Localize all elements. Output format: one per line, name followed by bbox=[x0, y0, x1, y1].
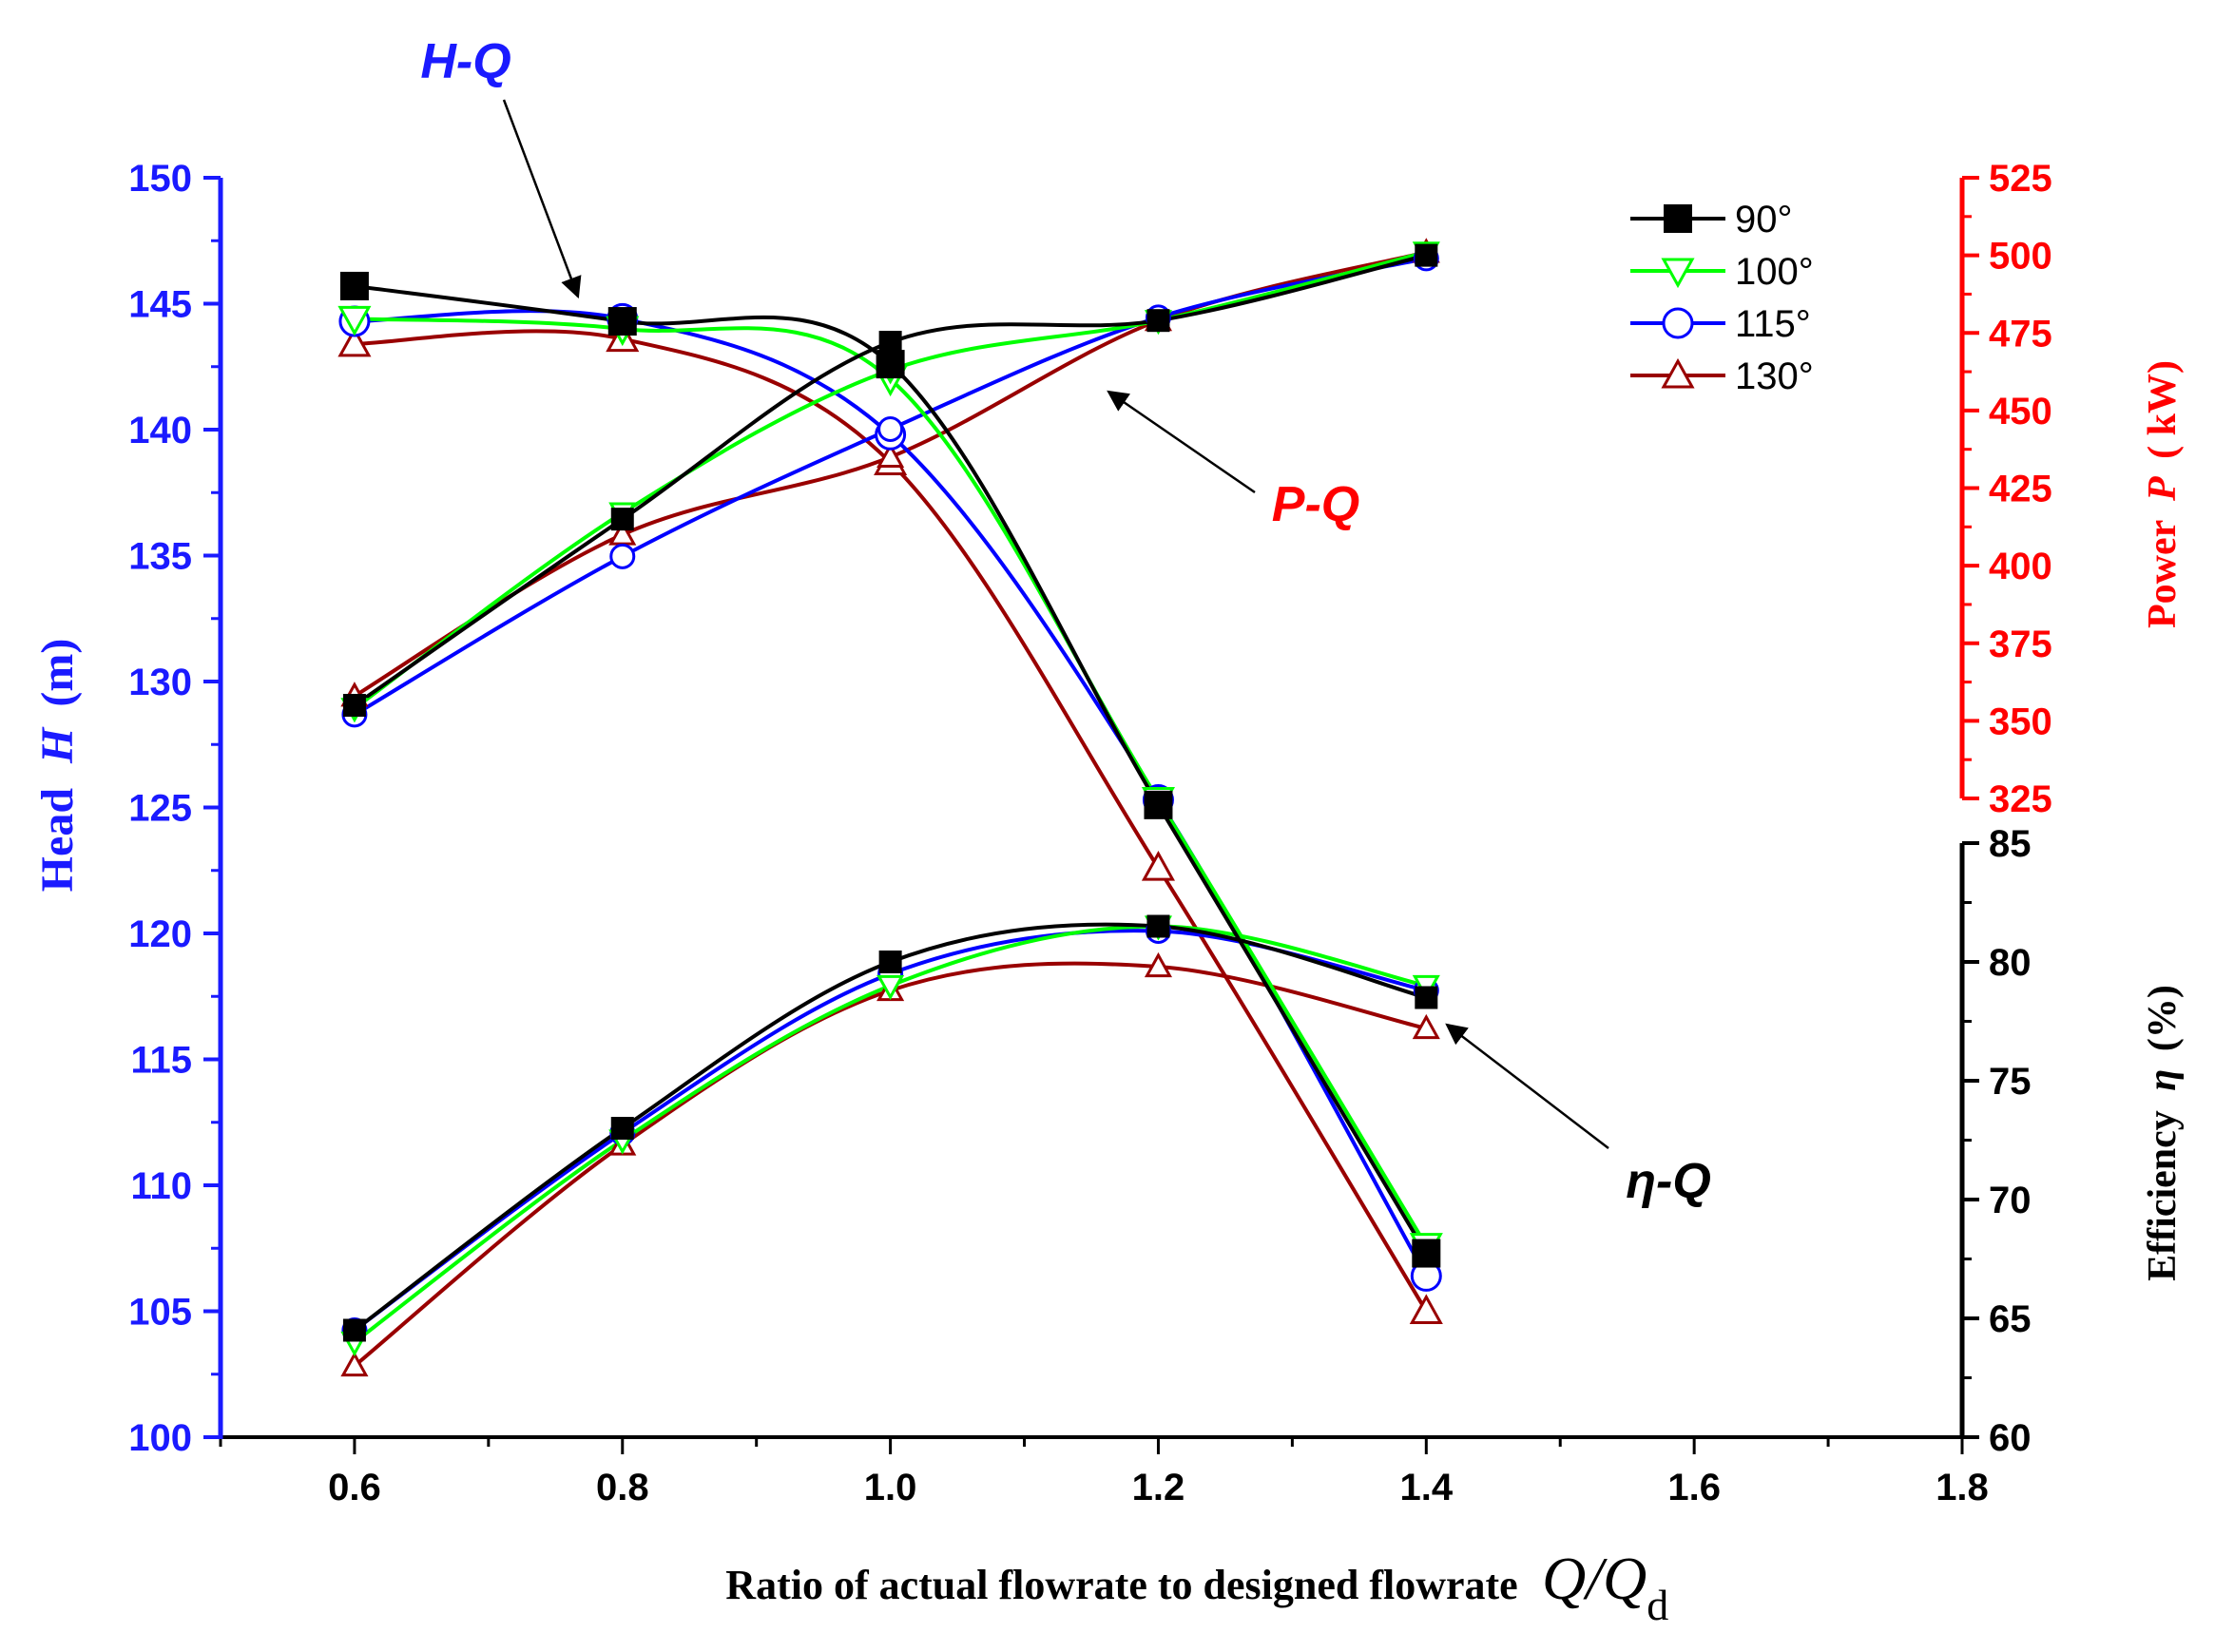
legend-marker bbox=[1661, 258, 1695, 289]
y-efficiency-tick-label: 80 bbox=[1989, 942, 2032, 984]
x-tick-label: 1.6 bbox=[1667, 1467, 1721, 1508]
y-head-tick-label: 140 bbox=[128, 410, 192, 451]
x-tick-label: 1.0 bbox=[864, 1467, 917, 1508]
y-head-tick-label: 125 bbox=[128, 788, 192, 830]
series-efficiency-point-90deg bbox=[1146, 914, 1170, 938]
y-power-tick-label: 525 bbox=[1989, 158, 2052, 200]
series-power-point-115deg bbox=[609, 543, 636, 569]
series-head-point-90deg bbox=[607, 307, 637, 336]
y-efficiency-tick-label: 85 bbox=[1989, 823, 2032, 865]
series-head-point-90deg bbox=[339, 271, 369, 300]
series-head-point-130deg bbox=[337, 326, 372, 357]
y-power-tick-label: 400 bbox=[1989, 546, 2052, 587]
series-power-point-90deg bbox=[1146, 309, 1170, 333]
eq-arrow bbox=[1445, 1023, 1609, 1149]
x-tick-label: 1.8 bbox=[1936, 1467, 1989, 1508]
y-axis-power-unit: ( kW) bbox=[2141, 360, 2185, 459]
y-power-tick-label: 350 bbox=[1989, 701, 2052, 742]
legend: 90° 100° 115° 130° bbox=[1630, 199, 1814, 397]
y-axis-power-title: Power P ( kW) bbox=[2141, 360, 2185, 628]
y-head-tick-label: 110 bbox=[130, 1165, 192, 1207]
legend-label: 115° bbox=[1735, 303, 1811, 345]
series-efficiency-point-90deg bbox=[1415, 986, 1438, 1009]
series-power-point-130deg bbox=[876, 442, 905, 468]
series-efficiency-point-130deg bbox=[1412, 1013, 1440, 1040]
y-head-tick-label: 150 bbox=[128, 158, 192, 200]
y-axis-head-title: Head H (m) bbox=[32, 639, 83, 893]
series-power-point-115deg bbox=[877, 415, 904, 442]
series-power-point-90deg bbox=[610, 508, 634, 531]
y-power-tick-label: 450 bbox=[1989, 391, 2052, 432]
series-efficiency-point-100deg bbox=[876, 974, 905, 1001]
series-power-point-90deg bbox=[1415, 243, 1438, 267]
series-head-point-100deg bbox=[337, 305, 372, 336]
y-head-tick-label: 115 bbox=[130, 1040, 192, 1082]
series-efficiency-point-90deg bbox=[342, 1318, 366, 1342]
x-axis-title: Ratio of actual flowrate to designed flo… bbox=[725, 1562, 1517, 1608]
y-axis-power-symbol: P bbox=[2141, 476, 2185, 502]
y-head-tick-label: 100 bbox=[128, 1417, 192, 1459]
y-efficiency-tick-label: 65 bbox=[1989, 1298, 2032, 1340]
series-head-line-90deg bbox=[354, 283, 1429, 1255]
x-tick-label: 0.8 bbox=[596, 1467, 649, 1508]
series-efficiency-point-130deg bbox=[340, 1351, 369, 1377]
series-head-point-90deg bbox=[876, 350, 905, 379]
series-efficiency-point-90deg bbox=[610, 1117, 634, 1140]
y-axis-efficiency-symbol: η bbox=[2141, 1069, 2185, 1091]
legend-marker bbox=[1661, 357, 1695, 389]
hq-annotation: H-Q bbox=[420, 34, 510, 89]
y-power-tick-label: 325 bbox=[1989, 778, 2052, 820]
series-head-line-100deg bbox=[354, 317, 1429, 1247]
series-efficiency-line-130deg bbox=[353, 961, 1427, 1368]
series-power-line-115deg bbox=[353, 256, 1427, 717]
y-head-tick-label: 105 bbox=[128, 1292, 192, 1334]
series-head-point-130deg bbox=[1409, 1294, 1443, 1324]
series-head-point-90deg bbox=[1412, 1239, 1441, 1268]
x-axis-title-text: Ratio of actual flowrate to designed flo… bbox=[725, 1562, 1517, 1608]
y-axis-efficiency-label: Efficiency bbox=[2141, 1110, 2185, 1281]
y-axis-efficiency-unit: (%) bbox=[2141, 985, 2185, 1051]
pq-annotation: P-Q bbox=[1272, 477, 1359, 532]
hq-arrow bbox=[502, 99, 582, 299]
legend-marker bbox=[1664, 204, 1692, 233]
legend-label: 90° bbox=[1735, 199, 1793, 240]
series-efficiency-point-130deg bbox=[1144, 951, 1173, 978]
series-head-point-130deg bbox=[1141, 851, 1176, 881]
series-head-line-130deg bbox=[354, 329, 1429, 1313]
x-tick-label: 1.4 bbox=[1400, 1467, 1454, 1508]
y-power-tick-label: 500 bbox=[1989, 236, 2052, 278]
y-power-tick-label: 375 bbox=[1989, 624, 2052, 665]
legend-label: 130° bbox=[1735, 355, 1814, 397]
y-efficiency-tick-label: 70 bbox=[1989, 1180, 2032, 1221]
eq-annotation: η-Q bbox=[1626, 1154, 1711, 1209]
y-axis-head-label: Head bbox=[32, 788, 83, 893]
y-efficiency-tick-label: 75 bbox=[1989, 1061, 2032, 1103]
y-head-tick-label: 130 bbox=[128, 662, 192, 703]
x-axis-symbol: Q/Qd bbox=[1542, 1545, 1668, 1629]
y-head-tick-label: 145 bbox=[128, 284, 192, 326]
pq-arrow bbox=[1107, 390, 1256, 494]
x-axis-symbol-text: Q/Q bbox=[1542, 1545, 1647, 1612]
series-power-point-90deg bbox=[342, 694, 366, 718]
y-axis-power-label: Power bbox=[2141, 520, 2185, 628]
series-efficiency-point-90deg bbox=[878, 951, 902, 973]
y-head-tick-label: 135 bbox=[128, 536, 192, 578]
y-axis-head-symbol: H bbox=[32, 726, 83, 764]
legend-label: 100° bbox=[1735, 251, 1814, 293]
y-head-tick-label: 120 bbox=[128, 913, 192, 955]
y-axis-head-unit: (m) bbox=[32, 639, 83, 707]
y-power-tick-label: 425 bbox=[1989, 469, 2052, 510]
x-tick-label: 1.2 bbox=[1132, 1467, 1185, 1508]
y-axis-efficiency-title: Efficiency η (%) bbox=[2141, 985, 2185, 1281]
series-power-point-90deg bbox=[878, 331, 902, 355]
series-head-point-90deg bbox=[1144, 790, 1173, 819]
y-efficiency-tick-label: 60 bbox=[1989, 1417, 2032, 1459]
y-power-tick-label: 475 bbox=[1989, 313, 2052, 355]
x-tick-label: 0.6 bbox=[328, 1467, 381, 1508]
x-axis-subscript: d bbox=[1647, 1581, 1668, 1629]
legend-marker bbox=[1662, 307, 1694, 339]
